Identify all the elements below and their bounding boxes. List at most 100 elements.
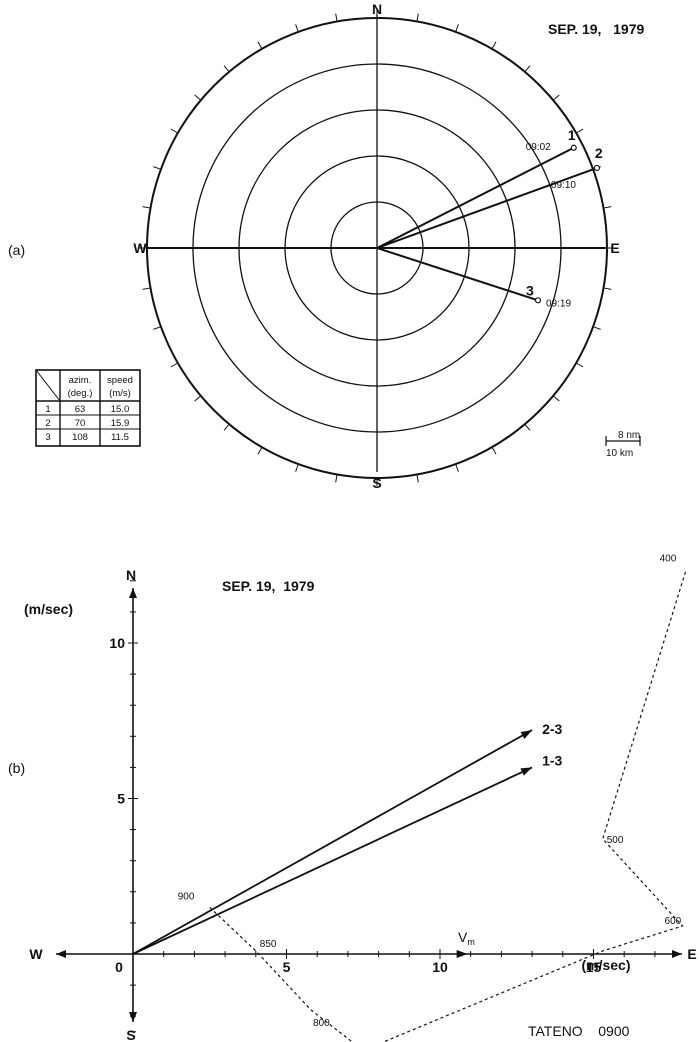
vector-time-1: 09:02 bbox=[526, 142, 551, 153]
bearing-tick bbox=[257, 41, 263, 50]
vector-point-3 bbox=[534, 297, 542, 304]
vector-line-3 bbox=[376, 247, 539, 302]
bearing-tick bbox=[153, 166, 162, 170]
vector-line-2 bbox=[376, 167, 598, 249]
wind-table: azim. (deg.) speed (m/s) 1 63 15.0 2 70 15.9 3… bbox=[35, 369, 141, 447]
table-cell-id: 3 bbox=[45, 432, 50, 443]
bearing-tick bbox=[524, 423, 531, 431]
panel-a-label: (a) bbox=[8, 242, 25, 258]
vector-arrowhead-1-3 bbox=[520, 767, 533, 776]
pressure-level-label: 600 bbox=[665, 916, 682, 927]
y-tick-label: 5 bbox=[117, 791, 125, 807]
table-header-speed-unit: (m/s) bbox=[109, 388, 131, 399]
vm-label: Vm bbox=[458, 929, 475, 947]
compass-n-label: N bbox=[372, 1, 382, 17]
bearing-tick bbox=[295, 24, 299, 33]
motion-vectors: 2-3 1-3 bbox=[132, 721, 563, 958]
bearing-tick bbox=[142, 206, 151, 209]
bearing-tick bbox=[335, 13, 338, 22]
bearing-tick bbox=[142, 287, 151, 290]
bearing-tick bbox=[257, 446, 263, 455]
pressure-level-label: 400 bbox=[660, 553, 677, 564]
bearing-tick bbox=[603, 206, 612, 209]
compass-w-label-b: W bbox=[29, 946, 43, 962]
bearing-tick bbox=[592, 326, 601, 330]
bearing-tick bbox=[491, 446, 497, 455]
table-header-azim: azim. bbox=[69, 375, 92, 386]
bearing-tick bbox=[295, 463, 299, 472]
bearing-tick bbox=[153, 326, 162, 330]
bearing-tick bbox=[335, 474, 338, 483]
vector-label-2: 2 bbox=[595, 145, 603, 161]
pressure-level-label: 800 bbox=[313, 1018, 330, 1029]
vector-label-1: 1 bbox=[568, 127, 576, 143]
x-axis-unit: (m/sec) bbox=[581, 957, 630, 973]
pressure-level-label: 850 bbox=[260, 939, 277, 950]
table-cell-speed: 11.5 bbox=[111, 432, 129, 443]
compass-w-label: W bbox=[133, 240, 147, 256]
y-tick-label: 10 bbox=[109, 635, 125, 651]
x-tick-label: 0 bbox=[115, 959, 123, 975]
bearing-tick bbox=[575, 128, 584, 134]
bearing-tick bbox=[416, 474, 419, 483]
table-cell-speed: 15.0 bbox=[111, 404, 130, 415]
vector-label-3: 3 bbox=[526, 282, 534, 298]
bearing-tick bbox=[223, 423, 230, 431]
bearing-tick bbox=[524, 65, 531, 73]
bearing-tick bbox=[575, 362, 584, 368]
scale-bar-nm: 8 nm bbox=[618, 430, 640, 441]
y-axis-unit: (m/sec) bbox=[24, 601, 73, 617]
vector-arrowhead-2-3 bbox=[520, 730, 533, 739]
vector-point-1 bbox=[570, 144, 577, 151]
vector-time-2: 09:10 bbox=[551, 180, 576, 191]
bearing-tick bbox=[170, 362, 179, 368]
bearing-tick bbox=[491, 41, 497, 50]
bearing-tick bbox=[552, 395, 560, 402]
station-label: TATENO 0900 bbox=[528, 1023, 630, 1039]
bearing-tick bbox=[170, 128, 179, 134]
hodograph-axes: 0 5 10 15 5 10 bbox=[56, 580, 682, 1033]
pressure-level-label: 500 bbox=[607, 835, 624, 846]
vector-line-1 bbox=[376, 146, 575, 249]
table-cell-azim: 63 bbox=[75, 404, 86, 415]
bearing-tick bbox=[455, 463, 459, 472]
bearing-tick bbox=[416, 13, 419, 22]
vector-label-1-3: 1-3 bbox=[542, 752, 562, 768]
bearing-tick bbox=[194, 94, 202, 101]
panel-a-date: SEP. 19, 1979 bbox=[548, 21, 644, 37]
bearing-tick bbox=[194, 395, 202, 402]
scale-bar-km: 10 km bbox=[606, 448, 633, 459]
table-rows: 1 63 15.0 2 70 15.9 3 108 11.5 bbox=[45, 404, 129, 443]
x-tick-label: 15 bbox=[586, 959, 602, 975]
x-tick-label: 10 bbox=[432, 959, 448, 975]
panel-b-label: (b) bbox=[8, 760, 25, 776]
vector-2-3 bbox=[132, 729, 533, 955]
compass-n-label-b: N bbox=[126, 567, 136, 583]
table-header-speed: speed bbox=[107, 375, 133, 386]
bearing-tick bbox=[552, 94, 560, 101]
vector-label-2-3: 2-3 bbox=[542, 721, 562, 737]
south-arrowhead bbox=[129, 1012, 137, 1022]
bearing-tick bbox=[603, 287, 612, 290]
table-cell-azim: 70 bbox=[75, 418, 86, 429]
west-arrowhead bbox=[56, 950, 66, 958]
table-cell-id: 1 bbox=[45, 404, 50, 415]
compass-s-label-b: S bbox=[126, 1027, 135, 1042]
polar-vectors: 1 09:02 2 09:10 3 09:19 bbox=[376, 127, 603, 309]
compass-s-label: S bbox=[372, 475, 381, 491]
vector-point-2 bbox=[593, 164, 601, 172]
pressure-level-label: 900 bbox=[178, 891, 195, 902]
bearing-tick bbox=[223, 65, 230, 73]
compass-e-label-b: E bbox=[687, 946, 696, 962]
compass-e-label: E bbox=[610, 240, 619, 256]
scale-bar: 8 nm 10 km bbox=[605, 430, 641, 459]
x-tick-label: 5 bbox=[283, 959, 291, 975]
table-cell-speed: 15.9 bbox=[111, 418, 130, 429]
table-header-azim-unit: (deg.) bbox=[68, 388, 93, 399]
vm-arrowhead bbox=[456, 950, 468, 958]
table-cell-azim: 108 bbox=[72, 432, 88, 443]
vector-time-3: 09:19 bbox=[546, 298, 571, 309]
polar-chart: 1 09:02 2 09:10 3 09:19 N S W E (a) SEP. 19, … bbox=[8, 1, 644, 491]
